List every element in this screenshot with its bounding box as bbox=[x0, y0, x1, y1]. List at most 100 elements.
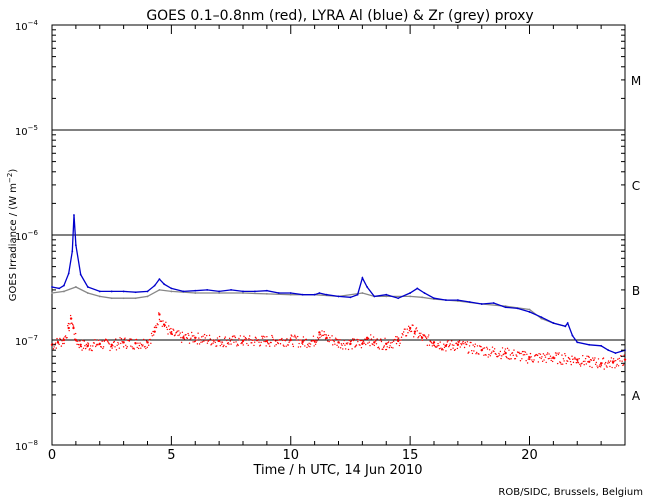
data-point bbox=[365, 336, 369, 339]
noise-dot bbox=[392, 340, 395, 342]
x-tick-label: 20 bbox=[521, 448, 538, 463]
noise-dot bbox=[94, 345, 97, 348]
noise-dot bbox=[460, 344, 463, 346]
noise-dot bbox=[247, 344, 249, 347]
noise-dot bbox=[318, 334, 320, 336]
data-point bbox=[421, 296, 423, 299]
noise-dot bbox=[57, 340, 59, 343]
noise-dot bbox=[234, 336, 237, 339]
noise-dot bbox=[443, 346, 446, 349]
noise-dot bbox=[506, 347, 509, 350]
noise-dot bbox=[499, 350, 502, 353]
noise-dot bbox=[459, 346, 461, 348]
x-axis: 0 5 10 15 20 bbox=[48, 25, 626, 463]
noise-dot bbox=[604, 363, 606, 365]
noise-dot bbox=[612, 358, 615, 360]
noise-dot bbox=[440, 347, 442, 349]
noise-dot bbox=[511, 352, 514, 354]
y-tick-label: 10−7 bbox=[15, 334, 38, 348]
noise-dot bbox=[122, 346, 125, 348]
noise-dot bbox=[108, 343, 111, 345]
data-point bbox=[492, 302, 495, 304]
noise-dot bbox=[125, 344, 127, 346]
noise-dot bbox=[554, 357, 556, 359]
noise-dot bbox=[195, 336, 197, 339]
noise-dot bbox=[67, 322, 70, 325]
noise-dot bbox=[237, 344, 239, 346]
data-point bbox=[413, 330, 417, 333]
x-axis-label: Time / h UTC, 14 Jun 2010 bbox=[252, 463, 422, 478]
noise-dot bbox=[188, 334, 190, 337]
noise-dot bbox=[78, 346, 80, 349]
noise-dot bbox=[84, 347, 87, 350]
noise-dot bbox=[308, 342, 310, 345]
noise-dot bbox=[72, 325, 75, 327]
noise-dot bbox=[614, 359, 617, 362]
noise-dot bbox=[117, 343, 120, 345]
x-tick-label: 10 bbox=[282, 448, 299, 463]
noise-dot bbox=[585, 363, 588, 365]
noise-dot bbox=[220, 341, 222, 343]
data-point bbox=[396, 339, 400, 343]
data-point bbox=[98, 295, 101, 298]
noise-dot bbox=[374, 339, 376, 341]
data-point bbox=[122, 297, 125, 300]
noise-dot bbox=[158, 318, 161, 321]
noise-dot bbox=[471, 349, 473, 352]
noise-dot bbox=[392, 347, 394, 349]
noise-dot bbox=[609, 365, 611, 368]
noise-dot bbox=[255, 337, 257, 339]
noise-dot bbox=[297, 346, 300, 348]
data-point bbox=[409, 292, 412, 294]
noise-dot bbox=[166, 328, 169, 331]
noise-dot bbox=[293, 336, 295, 338]
noise-dot bbox=[115, 338, 117, 340]
noise-dot bbox=[221, 341, 224, 343]
noise-dot bbox=[544, 356, 547, 358]
noise-dot bbox=[208, 334, 211, 337]
noise-dot bbox=[216, 345, 218, 347]
noise-dot bbox=[483, 347, 486, 349]
noise-dot bbox=[406, 328, 408, 330]
noise-dot bbox=[395, 335, 397, 338]
noise-dot bbox=[125, 347, 128, 350]
noise-dot bbox=[347, 342, 349, 344]
noise-dot bbox=[334, 337, 337, 339]
noise-dot bbox=[186, 337, 189, 340]
noise-dot bbox=[64, 335, 67, 337]
noise-dot bbox=[538, 352, 540, 355]
noise-dot bbox=[170, 327, 172, 330]
noise-dot bbox=[294, 336, 297, 338]
noise-dot bbox=[75, 340, 78, 342]
noise-dot bbox=[203, 333, 206, 336]
noise-dot bbox=[375, 340, 377, 342]
noise-dot bbox=[309, 345, 311, 348]
noise-dot bbox=[301, 343, 304, 345]
noise-dot bbox=[373, 344, 376, 347]
noise-dot bbox=[431, 345, 434, 347]
noise-dot bbox=[131, 346, 133, 348]
noise-dot bbox=[246, 342, 248, 345]
series-lyra-al-proxy bbox=[51, 214, 626, 355]
noise-dot bbox=[586, 355, 588, 357]
noise-dot bbox=[607, 360, 610, 362]
noise-dot bbox=[397, 338, 399, 340]
noise-dot bbox=[332, 339, 335, 342]
noise-dot bbox=[498, 354, 501, 356]
noise-dot bbox=[340, 343, 343, 345]
noise-dot bbox=[93, 342, 95, 344]
noise-dot bbox=[189, 338, 191, 340]
data-point bbox=[325, 293, 328, 296]
noise-dot bbox=[343, 339, 345, 342]
noise-dot bbox=[172, 328, 174, 330]
data-point bbox=[301, 293, 304, 296]
data-point bbox=[614, 352, 617, 355]
noise-dot bbox=[178, 334, 181, 336]
noise-dot bbox=[576, 361, 578, 364]
noise-dot bbox=[581, 362, 583, 364]
noise-dot bbox=[243, 338, 246, 341]
noise-dot bbox=[389, 345, 391, 347]
noise-dot bbox=[379, 339, 381, 342]
data-point bbox=[74, 286, 77, 288]
noise-dot bbox=[342, 342, 345, 345]
